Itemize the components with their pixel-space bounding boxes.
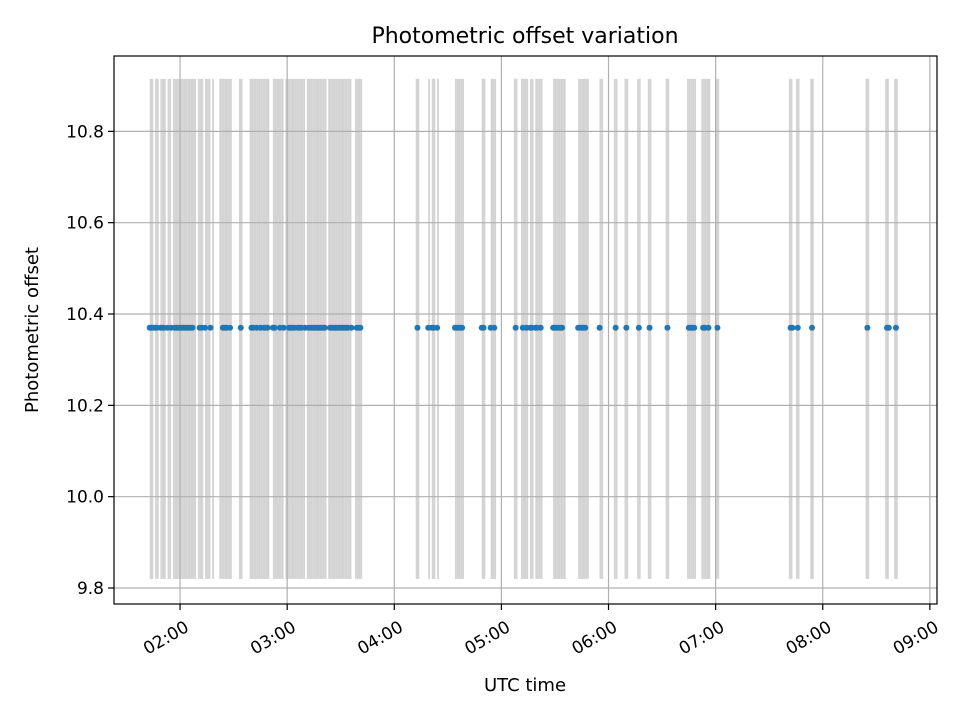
y-tick-label-0: 9.8 [77, 579, 104, 599]
point-83 [459, 324, 466, 331]
point-24 [207, 324, 214, 331]
point-85 [480, 324, 487, 331]
point-74 [414, 324, 421, 331]
y-tick-label-5: 10.8 [66, 122, 104, 142]
plot-frame [113, 55, 938, 605]
point-88 [512, 324, 519, 331]
point-40 [280, 324, 287, 331]
point-124 [809, 324, 816, 331]
point-23 [202, 324, 209, 331]
y-tick-label-4: 10.6 [66, 214, 104, 234]
point-125 [864, 324, 871, 331]
point-95 [537, 324, 544, 331]
point-111 [646, 324, 653, 331]
y-axis-ticks: 9.8 10.0 10.2 10.4 10.6 10.8 [66, 122, 114, 599]
point-122 [789, 324, 796, 331]
point-101 [559, 324, 566, 331]
point-123 [794, 324, 801, 331]
y-axis-label: Photometric offset [22, 247, 43, 413]
point-87 [491, 324, 498, 331]
y-tick-label-1: 10.0 [66, 488, 104, 508]
point-78 [434, 324, 441, 331]
data-points [146, 324, 899, 331]
point-73 [357, 324, 364, 331]
point-112 [664, 324, 671, 331]
point-106 [582, 324, 589, 331]
chart-title: Photometric offset variation [371, 24, 678, 49]
y-tick-label-3: 10.4 [66, 305, 104, 325]
point-119 [705, 324, 712, 331]
point-110 [635, 324, 642, 331]
point-107 [596, 324, 603, 331]
point-38 [271, 324, 278, 331]
x-axis-label: UTC time [484, 675, 566, 696]
point-28 [227, 324, 234, 331]
y-tick-label-2: 10.2 [66, 396, 104, 416]
point-58 [321, 324, 328, 331]
point-127 [885, 324, 892, 331]
point-108 [612, 324, 619, 331]
point-128 [892, 324, 899, 331]
point-36 [264, 324, 271, 331]
point-20 [189, 324, 196, 331]
point-70 [348, 324, 355, 331]
point-120 [714, 324, 721, 331]
point-29 [237, 324, 244, 331]
point-116 [691, 324, 698, 331]
point-109 [623, 324, 630, 331]
